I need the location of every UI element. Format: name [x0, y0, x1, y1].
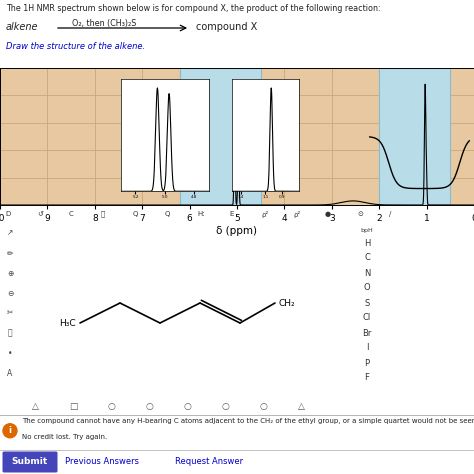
Text: Previous Answers: Previous Answers	[65, 457, 139, 466]
Text: i: i	[9, 426, 11, 435]
Text: H:: H:	[197, 211, 205, 217]
Text: S: S	[365, 299, 370, 308]
Text: E: E	[229, 211, 233, 217]
Text: F: F	[365, 374, 369, 383]
Bar	[180, 68, 261, 205]
Text: ⊖: ⊖	[7, 289, 13, 298]
Text: P: P	[365, 358, 370, 367]
Text: compound X: compound X	[196, 22, 257, 32]
Text: bpH: bpH	[361, 228, 374, 233]
Text: ρ²: ρ²	[261, 210, 268, 218]
Text: CH₂: CH₂	[278, 299, 295, 308]
Text: I: I	[366, 344, 368, 353]
Text: H₃C: H₃C	[59, 319, 76, 328]
Text: O: O	[364, 283, 370, 292]
Text: Q: Q	[165, 211, 170, 217]
Text: △: △	[32, 402, 38, 411]
Text: ○: ○	[145, 402, 153, 411]
Text: ●: ●	[325, 211, 331, 217]
Text: C: C	[364, 254, 370, 263]
Text: ○: ○	[259, 402, 267, 411]
Text: D: D	[5, 211, 10, 217]
Text: A: A	[8, 368, 13, 377]
Text: alkene: alkene	[6, 22, 38, 32]
Text: Br: Br	[362, 328, 372, 337]
Text: Cl: Cl	[363, 313, 371, 322]
Text: Request Answer: Request Answer	[175, 457, 243, 466]
Text: 🔍: 🔍	[101, 211, 105, 217]
Text: O₂, then (CH₃)₂S: O₂, then (CH₃)₂S	[72, 19, 137, 28]
Circle shape	[3, 424, 17, 438]
Text: ○: ○	[107, 402, 115, 411]
Text: •: •	[8, 348, 12, 357]
Text: ○: ○	[183, 402, 191, 411]
Text: ✂: ✂	[7, 309, 13, 318]
Text: ⊕: ⊕	[7, 268, 13, 277]
Text: ✏: ✏	[7, 248, 13, 257]
Text: ○: ○	[221, 402, 229, 411]
X-axis label: δ (ppm): δ (ppm)	[217, 226, 257, 236]
Text: Q: Q	[133, 211, 138, 217]
Text: Draw the structure of the alkene.: Draw the structure of the alkene.	[6, 42, 145, 51]
Text: ρ²: ρ²	[293, 210, 300, 218]
Text: □: □	[69, 402, 77, 411]
Text: C: C	[69, 211, 74, 217]
Text: The compound cannot have any H-bearing C atoms adjacent to the CH₂ of the ethyl : The compound cannot have any H-bearing C…	[22, 419, 474, 425]
Text: 📌: 📌	[8, 328, 12, 337]
Text: ↺: ↺	[37, 211, 43, 217]
FancyBboxPatch shape	[2, 452, 57, 473]
Text: Submit: Submit	[12, 457, 48, 466]
Text: The 1H NMR spectrum shown below is for compound X, the product of the following : The 1H NMR spectrum shown below is for c…	[6, 4, 381, 13]
Text: N: N	[364, 268, 370, 277]
Text: △: △	[298, 402, 304, 411]
Text: No credit lost. Try again.: No credit lost. Try again.	[22, 434, 107, 440]
Text: ⊙: ⊙	[357, 211, 363, 217]
Text: H: H	[364, 238, 370, 247]
Text: /: /	[389, 211, 392, 217]
Bar	[379, 68, 450, 205]
Text: ↗: ↗	[7, 228, 13, 237]
